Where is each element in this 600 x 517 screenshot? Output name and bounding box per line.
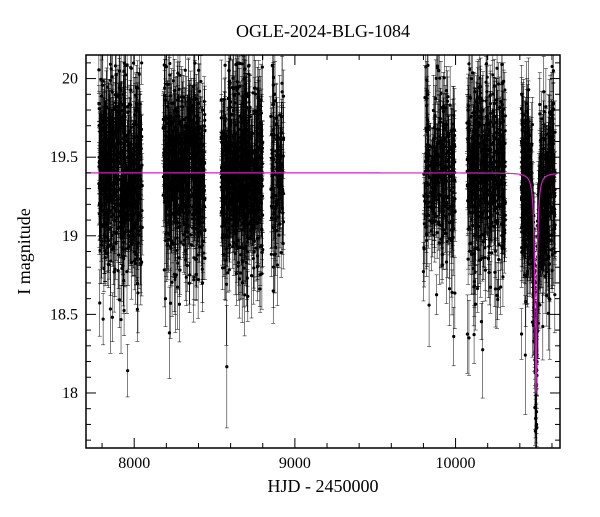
lightcurve-chart: 80009000100001818.51919.520OGLE-2024-BLG… [0, 0, 600, 512]
chart-svg: 80009000100001818.51919.520OGLE-2024-BLG… [0, 0, 600, 512]
